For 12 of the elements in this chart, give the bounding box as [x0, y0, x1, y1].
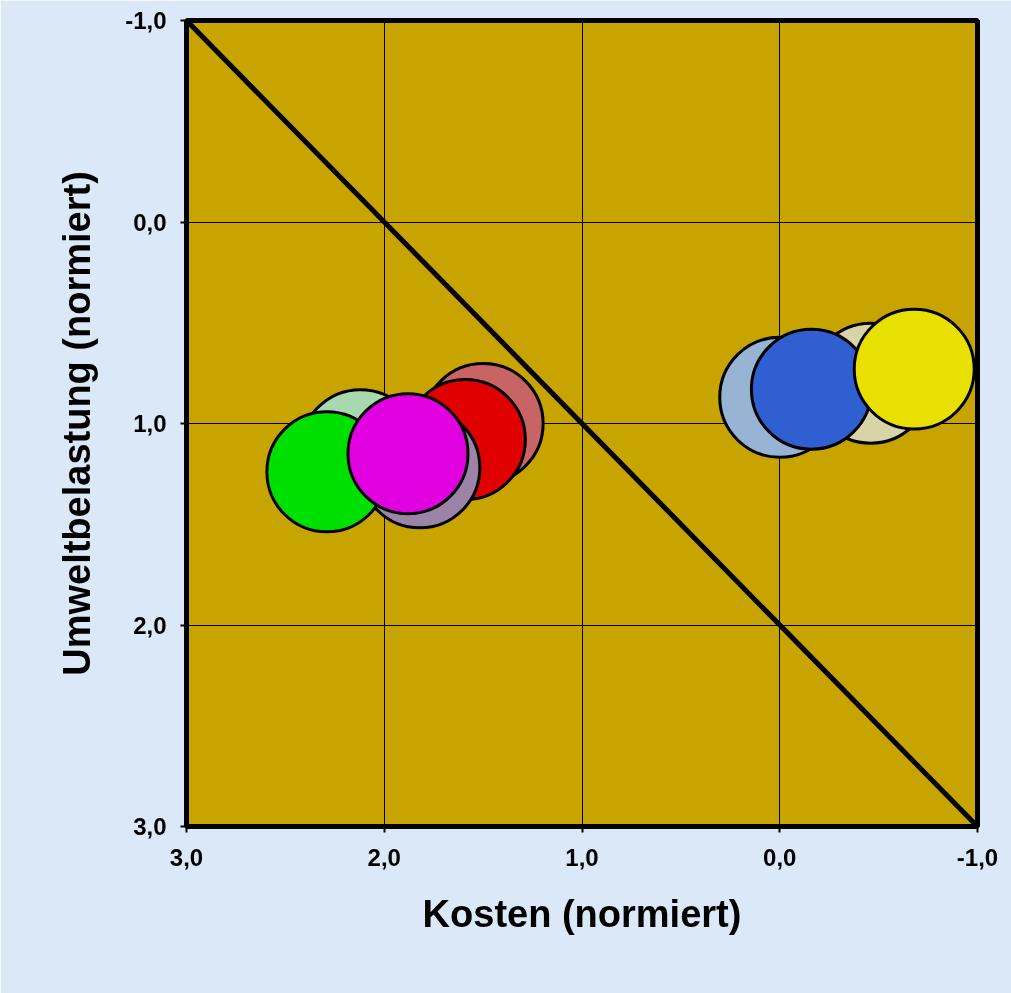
y-tick-label: -1,0	[125, 7, 167, 34]
x-tick-label: 0,0	[763, 843, 797, 871]
x-axis-title: Kosten (normiert)	[422, 892, 742, 935]
x-tick-label: 2,0	[367, 843, 401, 871]
y-tick-label: 3,0	[133, 813, 167, 840]
x-tick-label: -1,0	[956, 843, 999, 871]
y-axis-title: Umweltbelastung (normiert)	[56, 171, 99, 676]
y-tick-label: 2,0	[133, 611, 167, 639]
x-tick-label: 3,0	[169, 843, 204, 871]
x-tick-label: 1,0	[565, 843, 599, 871]
y-tick-label: 1,0	[133, 410, 167, 437]
y-tick-label: 0,0	[133, 208, 167, 236]
